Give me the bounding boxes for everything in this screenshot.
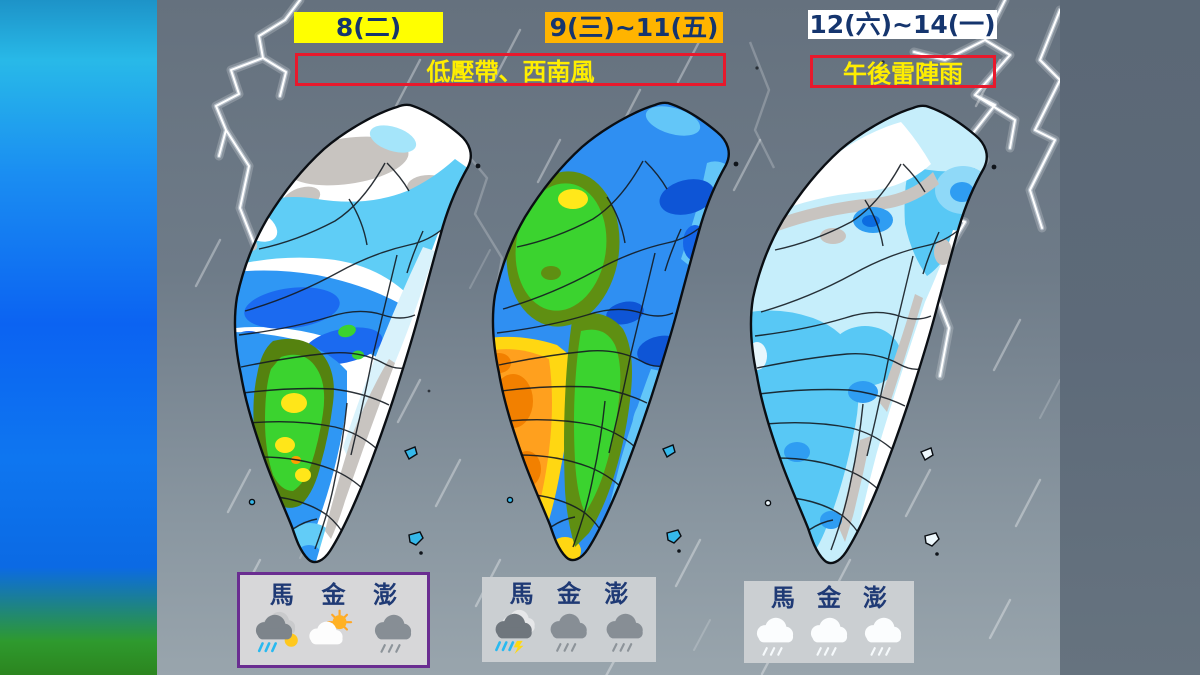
offshore-islands-panel-period-1: 馬 金 澎 (237, 572, 430, 668)
weather-icons-row (240, 609, 427, 655)
date-label-period-3: 12(六)~14(一) (808, 10, 997, 39)
rain-map-period-1 (233, 103, 482, 564)
island-label-kinmen: 金 (321, 581, 346, 609)
island-label-matsu: 馬 (509, 580, 534, 608)
weather-icon-penghu (365, 609, 421, 655)
island-label-penghu: 澎 (373, 581, 398, 609)
weather-icon-matsu (246, 609, 302, 655)
weather-icon-matsu (486, 608, 541, 654)
weather-icon-matsu (748, 612, 802, 658)
island-label-penghu: 澎 (863, 584, 887, 612)
blurred-side-strip-left (0, 0, 157, 675)
island-labels-row: 馬 金 澎 (240, 575, 427, 609)
island-label-matsu: 馬 (771, 584, 795, 612)
island-label-matsu: 馬 (269, 581, 294, 609)
date-label-period-1: 8(二) (294, 12, 443, 43)
island-label-penghu: 澎 (604, 580, 629, 608)
island-labels-row: 馬 金 澎 (482, 577, 656, 608)
offshore-islands-panel-period-2: 馬 金 澎 (482, 577, 656, 662)
weather-icon-kinmen (802, 612, 856, 658)
rain-map-period-2 (491, 101, 740, 562)
condition-banner-text: 午後雷陣雨 (843, 60, 963, 88)
date-label-period-2: 9(三)~11(五) (545, 12, 723, 43)
weather-icons-row (744, 612, 914, 658)
island-label-kinmen: 金 (556, 580, 581, 608)
rain-map-period-3 (749, 104, 998, 565)
condition-banner-southwest-flow: 低壓帶、西南風 (295, 53, 726, 86)
side-strip-right (1060, 0, 1200, 675)
weather-icon-penghu (856, 612, 910, 658)
island-label-kinmen: 金 (817, 584, 841, 612)
offshore-islands-panel-period-3: 馬 金 澎 (744, 581, 914, 663)
weather-icon-kinmen (541, 608, 596, 654)
weather-icon-penghu (597, 608, 652, 654)
weather-icons-row (482, 608, 656, 654)
island-labels-row: 馬 金 澎 (744, 581, 914, 612)
condition-banner-text: 低壓帶、西南風 (426, 58, 595, 86)
weather-icon-kinmen (305, 609, 361, 655)
condition-banner-afternoon-thunderstorms: 午後雷陣雨 (810, 55, 996, 88)
